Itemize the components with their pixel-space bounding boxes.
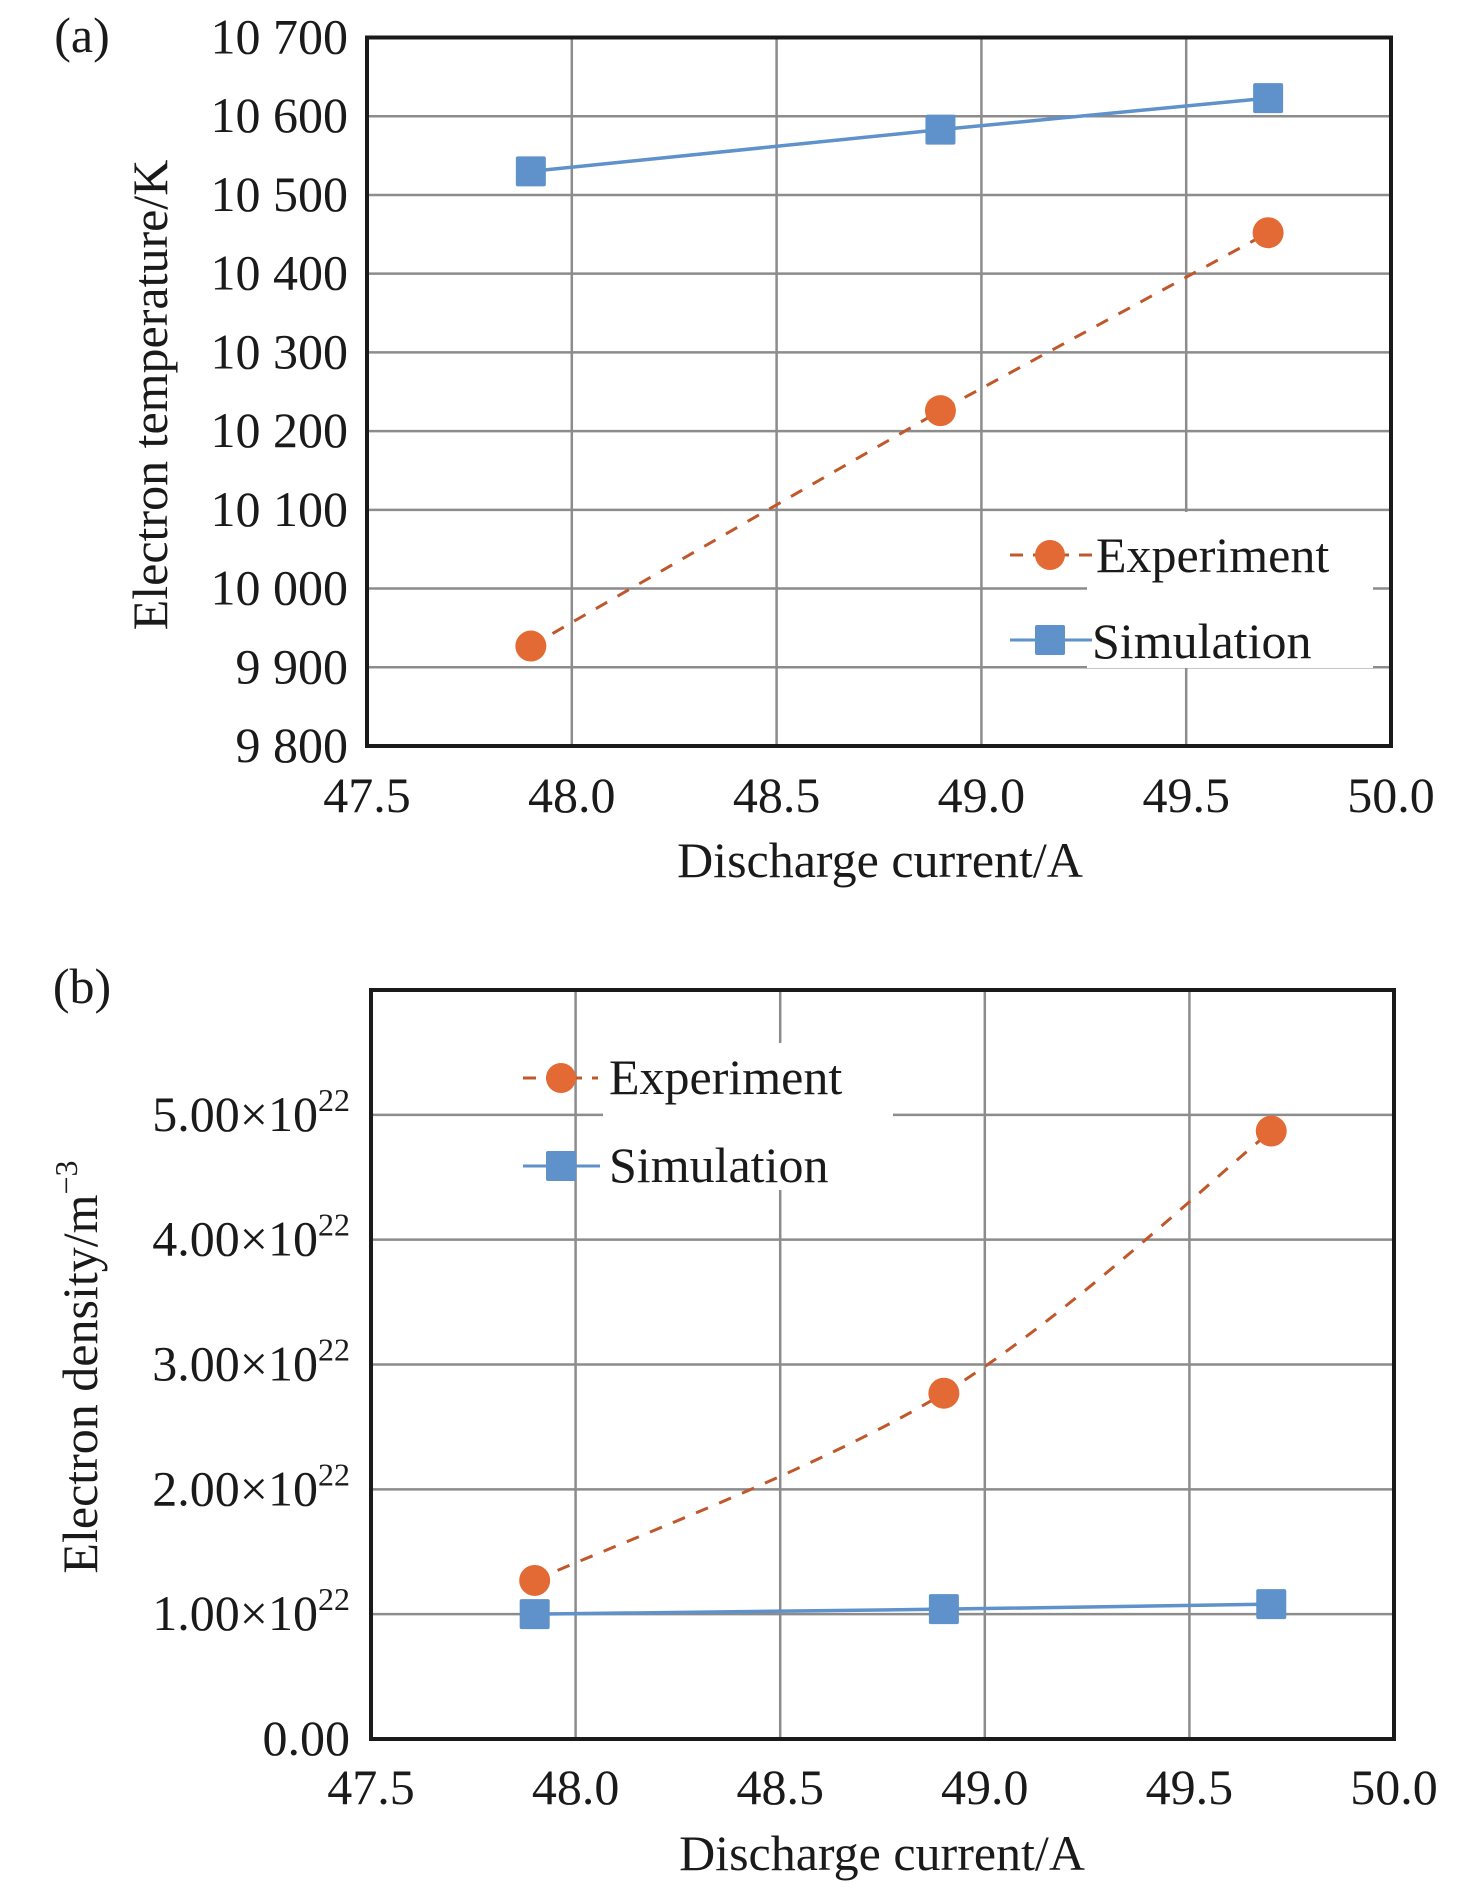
y-tick-label: 10 500 bbox=[211, 166, 349, 222]
x-tick-label: 48.5 bbox=[736, 1759, 824, 1815]
data-point-experiment bbox=[1255, 1115, 1287, 1147]
legend-b: Experiment Simulation bbox=[523, 1049, 842, 1193]
legend-label-simulation: Simulation bbox=[1092, 613, 1311, 669]
data-point-simulation bbox=[925, 114, 956, 145]
series-line-simulation bbox=[530, 96, 1269, 174]
gridlines-a bbox=[367, 37, 1391, 746]
legend-a: Experiment Simulation bbox=[1010, 527, 1329, 669]
legend-marker-simulation bbox=[1035, 625, 1065, 655]
legend-marker-experiment bbox=[1035, 540, 1065, 570]
series-lines-b bbox=[534, 1129, 1273, 1616]
x-tick-label: 49.5 bbox=[1142, 767, 1230, 823]
legend-background-a bbox=[1087, 512, 1373, 668]
y-tick-label: 10 300 bbox=[211, 323, 349, 379]
y-tick-mantissa: 2.00×10 bbox=[152, 1460, 318, 1516]
panel-label-b: (b) bbox=[53, 958, 111, 1014]
y-tick-label: 1.00×1022 bbox=[152, 1581, 350, 1641]
legend-item-simulation: Simulation bbox=[1010, 613, 1311, 669]
y-tick-exponent: 22 bbox=[318, 1581, 350, 1617]
y-tick-label: 2.00×1022 bbox=[152, 1456, 350, 1516]
y-tick-exponent: 22 bbox=[318, 1207, 350, 1243]
data-point-experiment bbox=[519, 1564, 551, 1596]
x-tick-label: 49.0 bbox=[938, 767, 1026, 823]
y-tick-labels-a: 9 800 9 900 10 000 10 100 10 200 10 300 10 400… bbox=[211, 9, 349, 774]
y-tick-exponent: 22 bbox=[318, 1082, 350, 1118]
series-line-experiment bbox=[530, 231, 1269, 648]
y-tick-mantissa: 1.00×10 bbox=[152, 1585, 318, 1641]
legend-marker-simulation bbox=[546, 1151, 576, 1181]
y-tick-label: 4.00×1022 bbox=[152, 1207, 350, 1267]
data-point-experiment bbox=[928, 1377, 960, 1409]
y-tick-label: 3.00×1022 bbox=[152, 1332, 350, 1392]
series-markers-b bbox=[519, 1115, 1287, 1630]
x-tick-label: 49.5 bbox=[1146, 1759, 1234, 1815]
y-tick-label: 10 000 bbox=[211, 560, 349, 616]
y-axis-title-b-exponent: −3 bbox=[48, 1160, 84, 1194]
y-axis-title-b-main: Electron density/m bbox=[52, 1194, 108, 1573]
y-axis-title-a: Electron temperature/K bbox=[122, 160, 178, 631]
data-point-simulation bbox=[1256, 1589, 1287, 1620]
data-point-simulation bbox=[519, 1599, 550, 1630]
legend-item-simulation: Simulation bbox=[523, 1137, 828, 1193]
y-tick-exponent: 22 bbox=[318, 1332, 350, 1368]
x-tick-label: 50.0 bbox=[1350, 1759, 1438, 1815]
y-tick-labels-b: 0.001.00×10222.00×10223.00×10224.00×1022… bbox=[152, 1082, 350, 1766]
y-tick-label: 10 700 bbox=[211, 9, 349, 65]
legend-label-experiment: Experiment bbox=[609, 1049, 842, 1105]
legend-label-experiment: Experiment bbox=[1096, 527, 1329, 583]
y-tick-label: 0.00 bbox=[263, 1710, 351, 1766]
data-point-experiment bbox=[1252, 217, 1284, 249]
x-tick-label: 47.5 bbox=[327, 1759, 415, 1815]
data-point-simulation bbox=[928, 1594, 959, 1625]
y-tick-mantissa: 5.00×10 bbox=[152, 1086, 318, 1142]
y-tick-mantissa: 4.00×10 bbox=[152, 1211, 318, 1267]
y-tick-label: 9 800 bbox=[236, 717, 349, 773]
x-axis-title-a: Discharge current/A bbox=[677, 832, 1083, 888]
series-line-experiment bbox=[534, 1129, 1273, 1582]
y-tick-label: 10 200 bbox=[211, 402, 349, 458]
x-tick-labels-b: 47.5 48.0 48.5 49.0 49.5 50.0 bbox=[327, 1759, 1438, 1815]
y-tick-label: 10 400 bbox=[211, 245, 349, 301]
chart-panel-a: (a) Experiment Simulation 47.5 48.0 48.5 49… bbox=[54, 7, 1435, 888]
y-tick-mantissa: 3.00×10 bbox=[152, 1336, 318, 1392]
series-markers-a bbox=[515, 83, 1284, 662]
data-point-simulation bbox=[1253, 83, 1284, 114]
y-axis-title-b: Electron density/m−3 bbox=[48, 1160, 108, 1573]
x-axis-title-b: Discharge current/A bbox=[679, 1825, 1085, 1881]
chart-panel-b: (b) Experiment Simulation 47.5 48.0 48.5 49… bbox=[48, 958, 1438, 1881]
y-tick-label: 10 600 bbox=[211, 87, 349, 143]
legend-background-b bbox=[603, 1043, 893, 1190]
data-point-experiment bbox=[515, 630, 547, 662]
y-tick-label: 10 100 bbox=[211, 481, 349, 537]
y-tick-label: 5.00×1022 bbox=[152, 1082, 350, 1142]
panel-label-a: (a) bbox=[54, 7, 110, 63]
legend-item-experiment: Experiment bbox=[523, 1049, 842, 1105]
x-tick-label: 47.5 bbox=[323, 767, 411, 823]
data-point-experiment bbox=[924, 395, 956, 427]
legend-marker-experiment bbox=[546, 1063, 576, 1093]
series-line-simulation bbox=[534, 1602, 1272, 1616]
y-tick-mantissa: 0.00 bbox=[263, 1710, 351, 1766]
x-tick-labels-a: 47.5 48.0 48.5 49.0 49.5 50.0 bbox=[323, 767, 1435, 823]
x-tick-label: 48.0 bbox=[532, 1759, 620, 1815]
y-tick-exponent: 22 bbox=[318, 1456, 350, 1492]
x-tick-label: 49.0 bbox=[941, 1759, 1029, 1815]
x-tick-label: 48.0 bbox=[528, 767, 616, 823]
y-tick-label: 9 900 bbox=[236, 638, 349, 694]
x-tick-label: 50.0 bbox=[1347, 767, 1435, 823]
legend-item-experiment: Experiment bbox=[1010, 527, 1329, 583]
plot-frame-b bbox=[369, 988, 1396, 1741]
x-tick-label: 48.5 bbox=[733, 767, 821, 823]
legend-label-simulation: Simulation bbox=[609, 1137, 828, 1193]
data-point-simulation bbox=[515, 156, 546, 187]
plot-frame-a bbox=[365, 35, 1393, 748]
